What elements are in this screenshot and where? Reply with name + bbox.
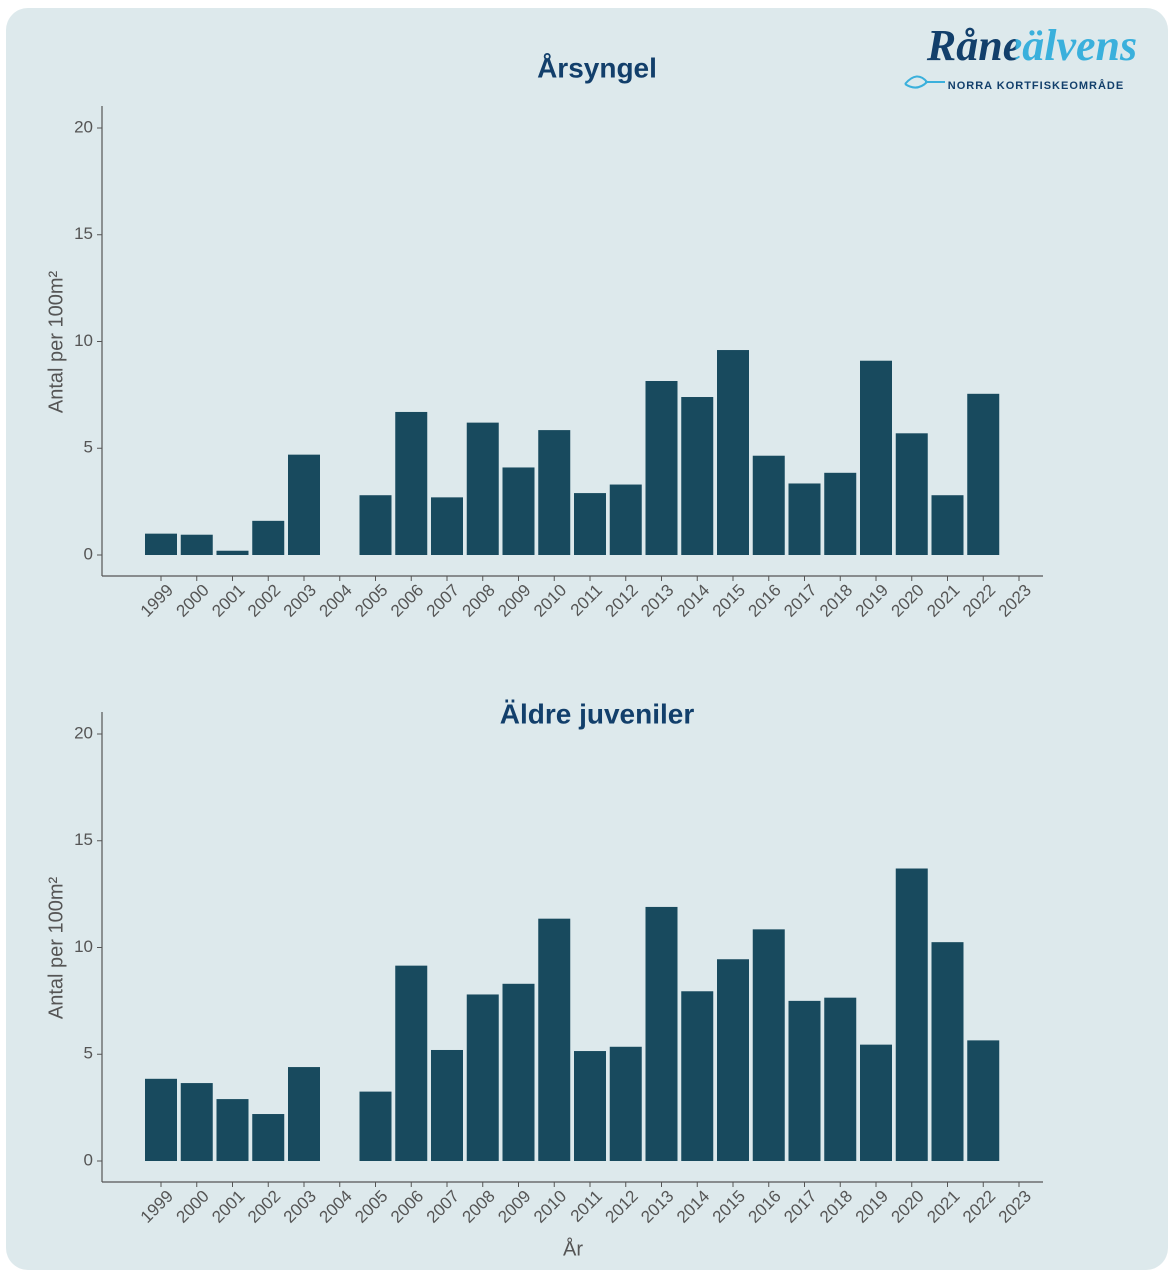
y-tick-label: 20 xyxy=(74,117,93,136)
bar xyxy=(860,1044,892,1161)
y-tick-label: 5 xyxy=(84,438,93,457)
bar xyxy=(645,380,678,555)
bar xyxy=(216,550,249,555)
bar xyxy=(681,991,714,1161)
bar xyxy=(824,472,857,555)
bar xyxy=(574,493,606,555)
y-tick-label: 15 xyxy=(74,830,93,849)
bar xyxy=(538,430,571,555)
x-axis-label: År xyxy=(563,1237,583,1260)
bar xyxy=(824,997,857,1161)
bar xyxy=(895,868,928,1161)
y-tick-label: 15 xyxy=(74,224,93,243)
bar xyxy=(252,520,285,555)
bar xyxy=(502,467,535,555)
y-tick-label: 0 xyxy=(84,544,93,563)
bar xyxy=(395,965,428,1161)
y-tick-label: 5 xyxy=(84,1044,93,1063)
bar xyxy=(752,929,785,1161)
bar xyxy=(645,906,678,1161)
y-tick-label: 10 xyxy=(74,937,93,956)
bar xyxy=(931,495,964,555)
y-axis-label: Antal per 100m² xyxy=(45,877,67,1020)
logo-icon xyxy=(904,75,945,89)
bar xyxy=(395,411,428,555)
bar xyxy=(609,484,642,555)
bar xyxy=(431,497,463,555)
bar xyxy=(717,959,749,1161)
bar xyxy=(288,1067,320,1161)
bar xyxy=(359,1091,392,1161)
bar xyxy=(681,397,714,555)
chart-title: Årsyngel xyxy=(537,52,657,83)
bar xyxy=(466,994,499,1161)
bar xyxy=(502,983,535,1161)
bar xyxy=(574,1051,606,1161)
bar xyxy=(752,455,785,555)
y-tick-label: 20 xyxy=(74,723,93,742)
bar xyxy=(967,393,1000,555)
bar xyxy=(180,534,213,555)
bar xyxy=(431,1049,463,1161)
bar xyxy=(466,422,499,555)
bar xyxy=(288,454,320,555)
bar xyxy=(860,360,892,555)
bar xyxy=(609,1046,642,1161)
bar xyxy=(538,918,571,1161)
bar xyxy=(717,350,749,555)
card xyxy=(6,8,1168,1270)
bar xyxy=(252,1114,285,1161)
bar xyxy=(145,533,177,555)
bar xyxy=(180,1083,213,1161)
chart-title: Äldre juveniler xyxy=(500,698,695,729)
bar xyxy=(145,1078,177,1161)
y-axis-label: Antal per 100m² xyxy=(45,271,67,414)
bar xyxy=(895,433,928,555)
y-tick-label: 10 xyxy=(74,331,93,350)
bar xyxy=(216,1099,249,1161)
bar xyxy=(967,1040,1000,1161)
bar xyxy=(788,483,821,555)
logo-name: Råneälvens xyxy=(926,21,1137,70)
bar xyxy=(359,495,392,555)
y-tick-label: 0 xyxy=(84,1150,93,1169)
bar xyxy=(788,1000,821,1161)
bar xyxy=(931,942,964,1161)
logo-subtitle: NORRA KORTFISKEOMRÅDE xyxy=(948,79,1124,92)
